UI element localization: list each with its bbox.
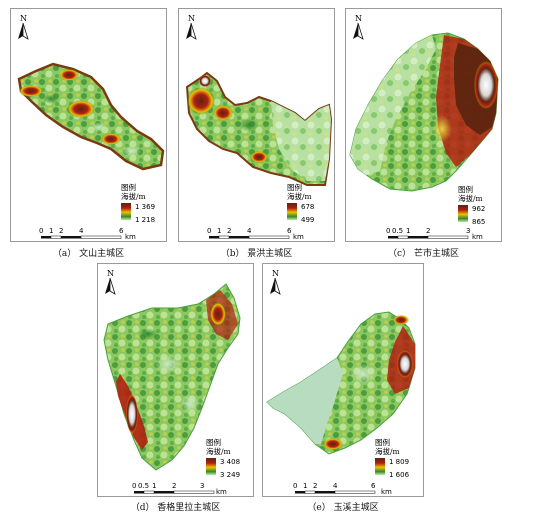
north-label-a: N <box>20 14 27 23</box>
legend-max-b: 678 <box>301 203 314 211</box>
svg-text:2: 2 <box>59 227 63 235</box>
legend-title-2-d: 海拔/m <box>206 446 231 456</box>
svg-text:2: 2 <box>172 482 176 490</box>
legend-title-1-d: 图例 <box>206 437 221 447</box>
svg-text:0.5: 0.5 <box>138 482 149 490</box>
map-b-north-arrow <box>186 23 191 39</box>
map-c-north-arrow <box>353 23 358 39</box>
map-d-north-arrow <box>105 278 110 294</box>
svg-text:0: 0 <box>386 227 390 235</box>
svg-text:6: 6 <box>287 227 292 235</box>
legend-min-a: 1 218 <box>135 216 155 224</box>
svg-text:2: 2 <box>426 227 430 235</box>
svg-text:1: 1 <box>406 227 410 235</box>
svg-text:6: 6 <box>119 227 124 235</box>
north-label-e: N <box>272 269 279 278</box>
panel-c: N 图例 海拔/m 962 865 0 0.5 1 2 3 km <box>345 8 502 242</box>
svg-text:4: 4 <box>79 227 84 235</box>
svg-text:2: 2 <box>227 227 231 235</box>
map-a: N 图例 海拔/m 1 369 1 218 0 1 2 4 6 km <box>17 14 165 241</box>
panel-e: N 图例 海拔/m 1 809 1 606 0 1 2 4 6 km <box>262 263 424 497</box>
legend-min-d: 3 249 <box>220 471 240 479</box>
svg-text:km: km <box>381 488 392 496</box>
north-label-d: N <box>107 269 114 278</box>
legend-title-2-e: 海拔/m <box>375 446 400 456</box>
scale-bar-c: 0 0.5 1 2 3 km <box>386 227 483 241</box>
scale-bar-b: 0 1 2 4 6 km <box>207 227 304 241</box>
panel-d: N 图例 海拔/m 3 408 3 249 0 0.5 1 2 3 km <box>97 263 254 497</box>
north-label-b: N <box>188 14 195 23</box>
svg-text:0: 0 <box>207 227 211 235</box>
svg-text:3: 3 <box>200 482 204 490</box>
legend-title-1-b: 图例 <box>287 182 302 192</box>
caption-b: （b） 景洪主城区 <box>220 249 293 259</box>
legend-title-2-b: 海拔/m <box>287 191 312 201</box>
svg-text:0: 0 <box>293 482 297 490</box>
svg-text:1: 1 <box>217 227 221 235</box>
caption-e: （e） 玉溪主城区 <box>307 503 379 513</box>
legend-ramp-c <box>458 205 468 222</box>
caption-d: （d） 香格里拉主城区 <box>130 503 221 513</box>
scale-bar-a: 0 1 2 4 6 km <box>39 227 136 241</box>
map-e: N 图例 海拔/m 1 809 1 606 0 1 2 4 6 km <box>266 269 416 496</box>
legend-title-2-c: 海拔/m <box>458 193 483 203</box>
map-c: N 图例 海拔/m 962 865 0 0.5 1 2 3 km <box>349 14 499 241</box>
svg-text:km: km <box>472 233 483 241</box>
scale-bar-e: 0 1 2 4 6 km <box>293 482 392 496</box>
svg-text:3: 3 <box>466 227 470 235</box>
svg-text:1: 1 <box>303 482 307 490</box>
svg-text:0: 0 <box>39 227 43 235</box>
svg-text:2: 2 <box>313 482 317 490</box>
panel-b: N 图例 海拔/m 678 499 0 1 2 4 6 km <box>178 8 335 242</box>
legend-title-1-c: 图例 <box>458 184 473 194</box>
legend-ramp-e <box>375 458 385 475</box>
legend-ramp-d <box>206 458 216 475</box>
map-a-region <box>17 62 165 171</box>
map-b: N 图例 海拔/m 678 499 0 1 2 4 6 km <box>185 14 333 241</box>
svg-text:1: 1 <box>49 227 53 235</box>
legend-title-2-a: 海拔/m <box>121 191 146 201</box>
scale-bar-d: 0 0.5 1 2 3 km <box>132 482 227 496</box>
legend-ramp-b <box>287 203 297 220</box>
svg-text:1: 1 <box>152 482 156 490</box>
legend-min-b: 499 <box>301 216 314 224</box>
panel-a: N 图例 海拔/m 1 369 1 218 0 1 2 4 6 km <box>10 8 167 242</box>
caption-c: （c） 芒市主城区 <box>388 249 459 259</box>
svg-text:km: km <box>125 233 136 241</box>
legend-min-c: 865 <box>472 218 485 226</box>
svg-text:4: 4 <box>247 227 252 235</box>
legend-max-c: 962 <box>472 205 485 213</box>
legend-min-e: 1 606 <box>389 471 410 479</box>
legend-max-d: 3 408 <box>220 458 240 466</box>
map-a-north-arrow <box>18 23 23 39</box>
svg-text:km: km <box>216 488 227 496</box>
legend-title-1-a: 图例 <box>121 182 136 192</box>
svg-text:4: 4 <box>333 482 338 490</box>
svg-text:6: 6 <box>371 482 376 490</box>
legend-title-1-e: 图例 <box>375 437 390 447</box>
caption-a: （a） 文山主城区 <box>52 249 125 259</box>
map-e-north-arrow <box>270 278 275 294</box>
legend-max-a: 1 369 <box>135 203 155 211</box>
legend-max-e: 1 809 <box>389 458 409 466</box>
svg-text:0.5: 0.5 <box>392 227 403 235</box>
svg-text:0: 0 <box>132 482 136 490</box>
legend-ramp-a <box>121 203 131 220</box>
north-label-c: N <box>355 14 362 23</box>
map-d: N 图例 海拔/m 3 408 3 249 0 0.5 1 2 3 km <box>103 269 241 496</box>
svg-text:km: km <box>293 233 304 241</box>
